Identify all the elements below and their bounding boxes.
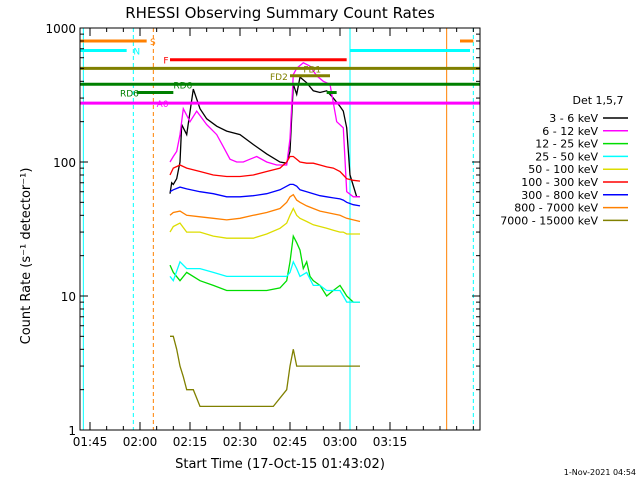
- series-line: [169, 193, 361, 223]
- legend-label: 100 - 300 keV: [521, 176, 598, 189]
- legend-label: 3 - 6 keV: [549, 112, 598, 125]
- legend-label: 12 - 25 keV: [535, 138, 598, 151]
- x-tick-label: 02:00: [123, 435, 158, 449]
- legend-title: Det 1,5,7: [572, 94, 623, 107]
- legend-label: 6 - 12 keV: [542, 125, 598, 138]
- x-tick-label: 02:45: [273, 435, 308, 449]
- x-tick-label: 03:00: [323, 435, 358, 449]
- y-tick-label: 10: [61, 290, 76, 304]
- state-bar-label: FD2: [270, 73, 288, 83]
- series-line: [169, 233, 360, 303]
- generation-timestamp: 1-Nov-2021 04:54: [564, 468, 636, 477]
- x-tick-label: 03:15: [373, 435, 408, 449]
- series-line: [170, 335, 360, 408]
- legend-label: 25 - 50 keV: [535, 150, 598, 163]
- state-bar-label: RD6: [173, 81, 192, 91]
- x-axis-label: Start Time (17-Oct-15 01:43:02): [175, 457, 385, 472]
- legend-label: 300 - 800 keV: [521, 189, 598, 202]
- chart-title: RHESSI Observing Summary Count Rates: [125, 4, 435, 22]
- series-line: [169, 75, 360, 198]
- state-bar-label: F: [163, 57, 168, 67]
- state-bar-label: RD6: [120, 90, 139, 100]
- state-bar-label: N: [133, 47, 140, 57]
- y-tick-label: 1000: [45, 22, 76, 36]
- state-bar-label: FD1: [303, 65, 321, 75]
- legend-label: 50 - 100 keV: [528, 163, 598, 176]
- x-tick-label: 01:45: [73, 435, 108, 449]
- legend-label: 800 - 7000 keV: [514, 202, 598, 215]
- legend-label: 7000 - 15000 keV: [500, 214, 598, 227]
- series-line: [169, 183, 361, 207]
- state-bar-label: A0: [157, 100, 169, 110]
- plot-frame: [79, 27, 481, 431]
- state-bar-label: S: [150, 38, 156, 48]
- series-line: [169, 207, 360, 239]
- x-tick-label: 02:15: [173, 435, 208, 449]
- series-line: [169, 260, 360, 303]
- plot-area: SN F FD1 FD2 RD6 RD6 A0 01:45 02:00 02:15 02:30 02:…: [45, 22, 628, 449]
- series-line: [169, 155, 361, 182]
- y-axis-label: Count Rate (s⁻¹ detector⁻¹): [19, 168, 34, 345]
- y-tick-label: 1: [68, 424, 76, 438]
- x-tick-label: 02:30: [223, 435, 258, 449]
- y-tick-label: 100: [53, 156, 76, 170]
